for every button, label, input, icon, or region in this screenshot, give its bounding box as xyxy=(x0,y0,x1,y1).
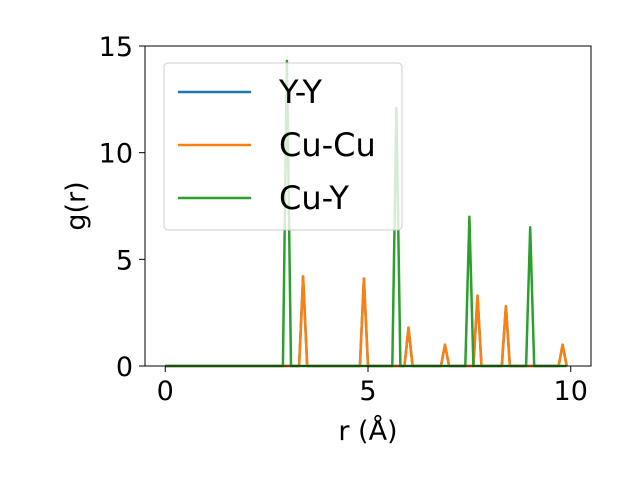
y-tick-label: 5 xyxy=(116,245,133,276)
y-tick-label: 15 xyxy=(99,32,133,63)
legend-label-1: Cu-Cu xyxy=(279,126,376,164)
y-tick-label: 10 xyxy=(99,139,133,170)
x-ticks: 0 5 10 xyxy=(157,366,588,407)
legend-box xyxy=(163,62,403,231)
x-tick-label: 0 xyxy=(157,376,174,407)
legend-label-0: Y-Y xyxy=(278,73,323,111)
y-axis-label: g(r) xyxy=(61,181,92,230)
legend-label-2: Cu-Y xyxy=(279,179,349,217)
series-line-1 xyxy=(165,275,568,368)
x-axis-label: r (Å) xyxy=(338,415,397,447)
x-tick-label: 5 xyxy=(359,376,376,407)
y-ticks: 0 5 10 15 xyxy=(99,32,145,383)
x-tick-label: 10 xyxy=(554,376,588,407)
y-tick-label: 0 xyxy=(116,352,133,383)
legend: Y-Y Cu-Cu Cu-Y xyxy=(163,62,403,231)
